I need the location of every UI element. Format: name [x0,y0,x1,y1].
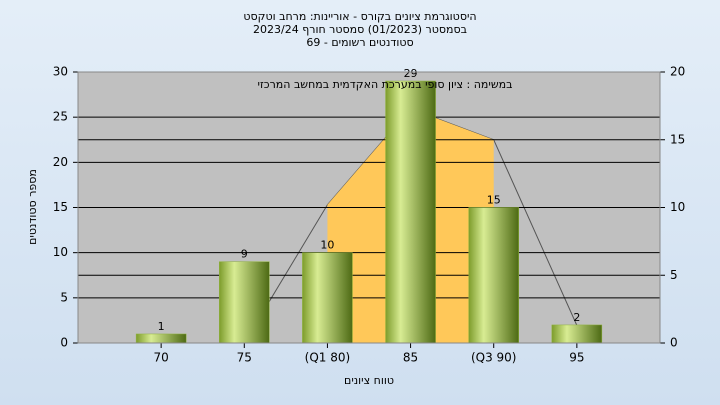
bar [551,324,603,344]
bars: 70 1 75 9 (Q1 80) 10 85 29 (Q3 90) 15 95 2 [135,67,603,365]
bar [385,80,436,344]
x-tick-label: 85 [403,351,418,365]
chart-title: היסטוגרמת ציונים בקורס - אוריינות: מרחב … [243,10,476,23]
data-label: 15 [487,194,501,207]
data-label: 2 [573,311,580,324]
x-tick-label: (Q1 80) [305,351,351,365]
y2-tick-label: 5 [670,268,678,282]
y-tick-label: 10 [53,245,68,259]
data-label: 9 [241,248,248,261]
chart-title: סטודנטים רשומים - 69 [306,36,413,49]
x-axis-label: טווח ציונים [344,374,394,387]
plot-border [77,71,661,344]
data-label: 10 [320,239,334,252]
x-tick-label: 70 [154,351,169,365]
bar [468,207,519,344]
y-tick-label: 5 [60,290,68,304]
x-tick-label: 75 [237,351,252,365]
y2-tick-label: 15 [670,132,685,146]
x-tick-label: (Q3 90) [471,351,517,365]
chart-subtitle: במשימה : ציון סופי במערכת האקדמית במחשב … [258,78,513,91]
y-tick-label: 20 [53,155,68,169]
y-tick-label: 25 [53,110,68,124]
y-axis-label: מספר סטודנטים [26,169,39,245]
x-tick-label: 95 [569,351,584,365]
bar [302,252,353,344]
y-tick-label: 0 [60,336,68,350]
data-label: 1 [158,320,165,333]
y2-tick-label: 20 [670,65,685,79]
y-tick-label: 30 [53,65,68,79]
bar [219,261,270,344]
chart-title: בסמסטר (01/2023) סמסטר חורף 2023/24 [253,23,467,36]
y2-tick-label: 0 [670,336,678,350]
bar [135,333,187,344]
y2-tick-label: 10 [670,200,685,214]
data-label: 29 [404,67,418,80]
y-tick-label: 15 [53,200,68,214]
